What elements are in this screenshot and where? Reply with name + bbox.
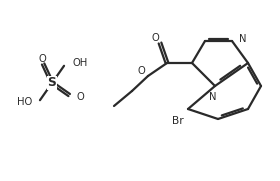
Text: OH: OH (72, 58, 87, 68)
Text: S: S (48, 77, 56, 89)
Text: N: N (239, 34, 246, 44)
Text: O: O (151, 33, 159, 43)
Text: HO: HO (17, 97, 32, 107)
Text: O: O (76, 92, 84, 102)
Text: O: O (137, 66, 145, 76)
Text: N: N (209, 92, 217, 102)
Text: Br: Br (172, 116, 184, 126)
Text: O: O (38, 54, 46, 64)
